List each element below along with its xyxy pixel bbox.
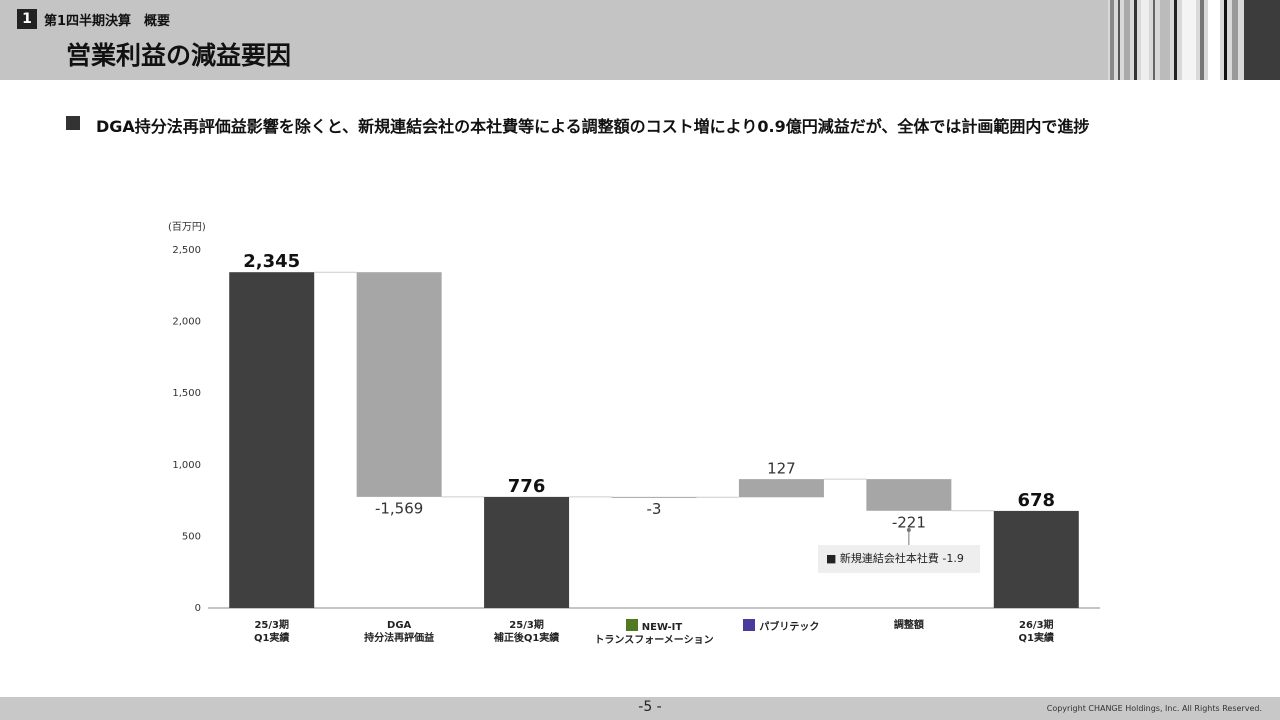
x-tick-label: 25/3期 補正後Q1実績 bbox=[462, 619, 592, 645]
value-label: 678 bbox=[1017, 490, 1055, 511]
footer-band bbox=[0, 697, 1280, 720]
bar bbox=[993, 510, 1079, 608]
bullet-mark bbox=[66, 116, 80, 130]
callout-box bbox=[818, 545, 980, 573]
category-text: NEW-IT トランスフォーメーション bbox=[594, 622, 714, 646]
y-tick-label: 500 bbox=[182, 531, 201, 542]
category-text: 25/3期 補正後Q1実績 bbox=[493, 620, 560, 644]
y-tick-label: 1,500 bbox=[172, 388, 201, 399]
bar bbox=[611, 496, 697, 498]
value-label: 127 bbox=[767, 460, 796, 478]
bar bbox=[866, 479, 952, 511]
copyright: Copyright CHANGE Holdings, Inc. All Righ… bbox=[1046, 704, 1262, 713]
y-tick-label: 2,000 bbox=[172, 317, 201, 328]
value-label: -221 bbox=[892, 513, 926, 531]
category-text: 調整額 bbox=[893, 620, 924, 631]
header-stripes bbox=[1108, 0, 1280, 80]
y-tick-label: 0 bbox=[195, 603, 201, 614]
y-tick-label: 1,000 bbox=[172, 460, 201, 471]
bar bbox=[484, 496, 570, 608]
value-label: 776 bbox=[508, 476, 546, 497]
value-label: -3 bbox=[647, 500, 662, 518]
x-tick-label: パブリテック bbox=[716, 619, 846, 634]
x-tick-label: 25/3期 Q1実績 bbox=[207, 619, 337, 645]
legend-swatch bbox=[625, 619, 638, 631]
category-text: 25/3期 Q1実績 bbox=[253, 620, 290, 644]
x-tick-label: 26/3期 Q1実績 bbox=[971, 619, 1101, 645]
page-title: 営業利益の減益要因 bbox=[66, 41, 292, 70]
value-label: -1,569 bbox=[375, 499, 423, 517]
y-tick-label: 2,500 bbox=[172, 245, 201, 256]
header-band bbox=[0, 0, 1280, 80]
legend-swatch bbox=[743, 619, 756, 631]
bar bbox=[229, 272, 315, 608]
value-label: 2,345 bbox=[243, 251, 300, 272]
unit-label: (百万円) bbox=[168, 221, 206, 233]
category-text: 26/3期 Q1実績 bbox=[1018, 620, 1055, 644]
section-number: 1 bbox=[17, 9, 37, 29]
category-text: DGA 持分法再評価益 bbox=[364, 620, 435, 644]
page-number: -5 - bbox=[638, 699, 662, 715]
callout-text: ■ 新規連結会社本社費 -1.9 bbox=[826, 551, 964, 565]
x-tick-label: DGA 持分法再評価益 bbox=[334, 619, 464, 645]
bar bbox=[738, 479, 824, 498]
section-title: 第1四半期決算 概要 bbox=[44, 14, 171, 29]
x-tick-label: 調整額 bbox=[844, 619, 974, 632]
x-tick-label: NEW-IT トランスフォーメーション bbox=[589, 619, 719, 647]
category-text: パブリテック bbox=[759, 622, 820, 633]
bar bbox=[356, 272, 442, 497]
callout-dot bbox=[906, 528, 911, 532]
bullet-text: DGA持分法再評価益影響を除くと、新規連結会社の本社費等による調整額のコスト増に… bbox=[96, 117, 1090, 136]
